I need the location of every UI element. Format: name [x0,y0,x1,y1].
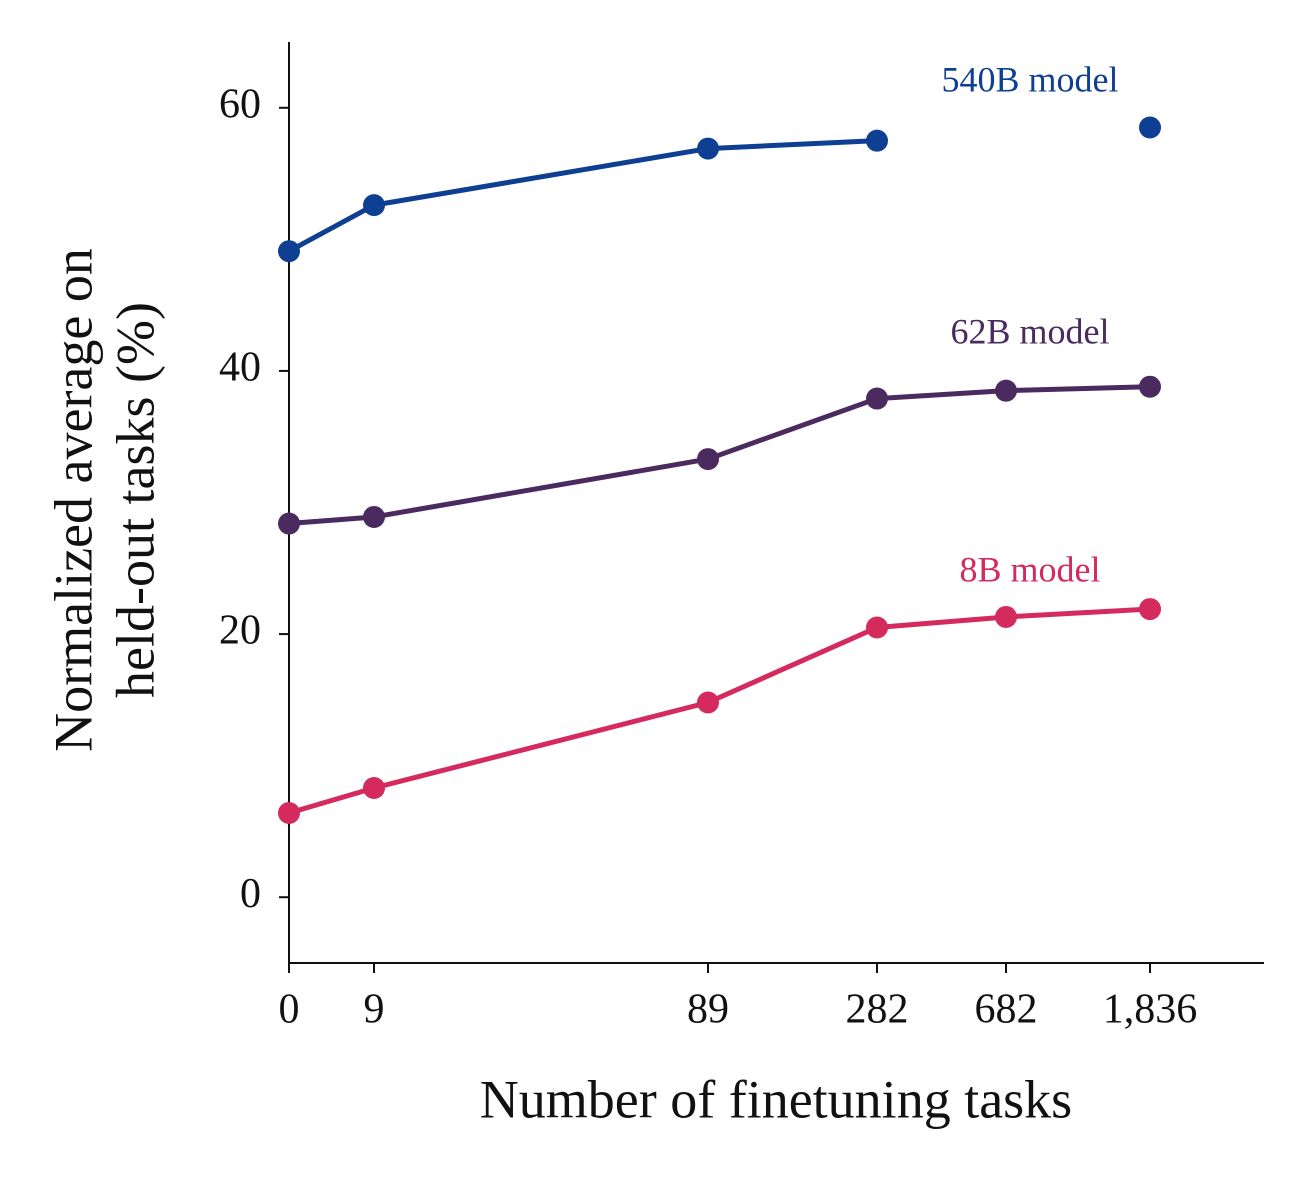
y-tick-label: 60 [219,81,261,127]
data-point [866,387,888,410]
data-point [1139,116,1161,139]
y-axis-title-line: held-out tasks (%) [105,302,165,698]
data-point [995,605,1017,628]
series-line [288,384,1151,527]
x-axis-title: Number of finetuning tasks [480,1069,1072,1129]
data-point [866,616,888,639]
x-tick-label: 9 [364,987,385,1033]
data-point [697,691,719,714]
data-point [995,379,1017,402]
x-tick-label: 282 [846,987,909,1033]
data-point [697,137,719,160]
data-point [363,194,385,217]
data-point [363,777,385,800]
x-tick-label: 0 [279,987,300,1033]
y-axis-title: Normalized average on held-out tasks (%) [43,248,165,752]
x-tick-label: 1,836 [1103,987,1198,1033]
series-line [288,606,1151,816]
data-point [278,240,300,263]
data-point [1139,598,1161,621]
y-tick-label: 20 [219,608,261,654]
y-axis-title-line: Normalized average on [43,248,103,752]
series-label: 8B model [960,549,1101,589]
series-line [289,128,1150,252]
series-label: 62B model [951,311,1110,351]
y-tick-label: 0 [240,871,261,917]
y-tick-label: 40 [219,345,261,391]
data-point [697,448,719,471]
data-point [866,129,888,152]
data-point [363,505,385,528]
data-point [278,512,300,535]
x-tick-label: 89 [687,987,729,1033]
data-point [278,802,300,825]
data-point [1139,375,1161,398]
x-tick-label: 682 [975,987,1038,1033]
series-label: 540B model [942,59,1119,99]
